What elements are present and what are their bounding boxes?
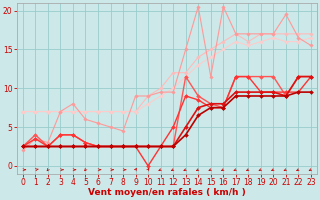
X-axis label: Vent moyen/en rafales ( km/h ): Vent moyen/en rafales ( km/h ) (88, 188, 246, 197)
